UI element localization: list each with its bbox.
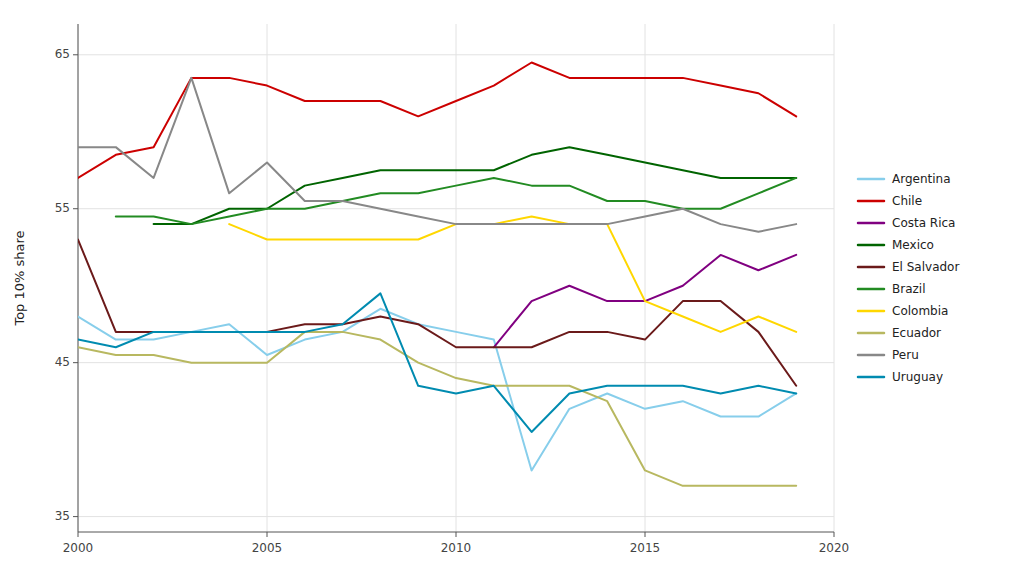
x-tick [834, 532, 835, 537]
chart: 35 45 55 65 2000 2005 2010 2015 2020 Top 10% shar… [0, 0, 1024, 576]
legend-swatch [858, 266, 884, 269]
y-tick-label: 55 [55, 201, 70, 215]
y-tick [73, 54, 78, 55]
x-tick-label: 2005 [252, 541, 283, 555]
legend-swatch [858, 244, 884, 247]
x-tick [456, 532, 457, 537]
legend-label: Uruguay [892, 370, 943, 384]
y-axis-line [78, 24, 79, 532]
legend-label: El Salvador [892, 260, 959, 274]
plot-area [78, 62, 796, 485]
y-tick [73, 516, 78, 517]
legend-swatch [858, 178, 884, 181]
legend-swatch [858, 376, 884, 379]
x-grid-line [645, 24, 646, 532]
x-tick [267, 532, 268, 537]
legend-label: Ecuador [892, 326, 941, 340]
legend-swatch [858, 332, 884, 335]
legend-swatch [858, 310, 884, 313]
y-tick-label: 45 [55, 355, 70, 369]
legend-swatch [858, 288, 884, 291]
legend: Argentina Chile Costa Rica Mexico El Salvado… [858, 172, 959, 384]
legend-swatch [858, 222, 884, 225]
y-tick [73, 208, 78, 209]
series-line [116, 178, 796, 224]
x-tick [645, 532, 646, 537]
legend-swatch [858, 354, 884, 357]
x-grid-line [78, 24, 79, 532]
legend-swatch [858, 200, 884, 203]
legend-label: Mexico [892, 238, 934, 252]
y-tick-label: 35 [55, 509, 70, 523]
series-line [78, 62, 796, 177]
x-grid-line [267, 24, 268, 532]
x-grid-line [834, 24, 835, 532]
legend-label: Costa Rica [892, 216, 955, 230]
x-tick-label: 2010 [441, 541, 472, 555]
legend-label: Brazil [892, 282, 926, 296]
y-tick [73, 362, 78, 363]
legend-label: Colombia [892, 304, 948, 318]
series-line [78, 332, 796, 486]
x-tick-label: 2020 [819, 541, 850, 555]
legend-label: Argentina [892, 172, 951, 186]
series-line [78, 240, 796, 386]
y-axis-label: Top 10% share [12, 230, 27, 326]
x-tick-label: 2015 [630, 541, 661, 555]
series-line [78, 78, 796, 232]
series-line [229, 216, 796, 331]
x-tick [78, 532, 79, 537]
x-tick-label: 2000 [63, 541, 94, 555]
series-line [78, 293, 796, 432]
y-tick-label: 65 [55, 47, 70, 61]
legend-label: Chile [892, 194, 922, 208]
grid [78, 24, 834, 532]
legend-label: Peru [892, 348, 919, 362]
